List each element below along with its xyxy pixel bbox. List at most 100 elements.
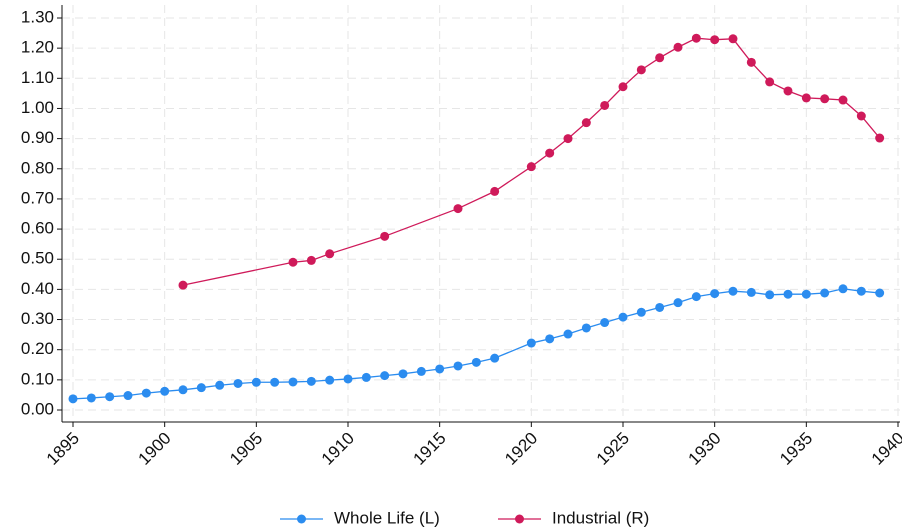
- data-point: [545, 148, 555, 158]
- data-point: [856, 111, 866, 121]
- data-point: [435, 364, 445, 374]
- data-point: [783, 86, 793, 96]
- data-point: [233, 378, 243, 388]
- data-point: [673, 42, 683, 52]
- y-tick-label: 0.90: [21, 128, 54, 147]
- data-point: [453, 361, 463, 371]
- data-point: [490, 186, 500, 196]
- y-tick-label: 0.60: [21, 219, 54, 238]
- y-tick-label: 1.30: [21, 7, 54, 26]
- data-point: [343, 374, 353, 384]
- legend-label: Whole Life (L): [334, 508, 440, 527]
- x-tick-label: 1915: [409, 429, 449, 469]
- series-line: [72, 288, 880, 400]
- data-point: [215, 380, 225, 390]
- data-point: [581, 118, 591, 128]
- data-point: [398, 369, 408, 379]
- data-point: [306, 255, 316, 265]
- data-point: [875, 133, 885, 143]
- x-tick-label: 1900: [134, 429, 174, 469]
- data-point: [141, 388, 151, 398]
- data-point: [728, 286, 738, 296]
- data-point: [636, 65, 646, 75]
- data-point: [251, 377, 261, 387]
- data-point: [178, 385, 188, 395]
- x-tick-label: 1935: [776, 429, 816, 469]
- x-tick-label: 1895: [43, 429, 83, 469]
- x-tick-label: 1905: [226, 429, 266, 469]
- x-tick-label: 1930: [684, 429, 724, 469]
- data-point: [563, 329, 573, 339]
- y-tick-label: 0.10: [21, 369, 54, 388]
- legend-marker: [515, 514, 524, 524]
- x-tick-label: 1925: [593, 429, 633, 469]
- data-point: [728, 34, 738, 44]
- data-point: [68, 394, 78, 404]
- y-tick-label: 0.40: [21, 279, 54, 298]
- y-tick-label: 0.80: [21, 158, 54, 177]
- y-tick-label: 0.50: [21, 249, 54, 268]
- data-point: [655, 53, 665, 63]
- x-tick-label: 1910: [318, 429, 358, 469]
- data-point: [765, 77, 775, 87]
- data-point: [325, 375, 335, 385]
- data-point: [655, 302, 665, 312]
- data-point: [196, 383, 206, 393]
- data-point: [618, 312, 628, 322]
- data-point: [710, 35, 720, 45]
- data-point: [746, 57, 756, 67]
- data-point: [380, 371, 390, 381]
- y-tick-label: 0.00: [21, 399, 54, 418]
- y-tick-label: 1.00: [21, 98, 54, 117]
- y-tick-label: 0.30: [21, 309, 54, 328]
- data-point: [600, 100, 610, 110]
- data-point: [526, 338, 536, 348]
- data-point: [838, 284, 848, 294]
- data-point: [526, 162, 536, 172]
- data-point: [801, 93, 811, 103]
- data-point: [416, 366, 426, 376]
- data-point: [160, 386, 170, 396]
- data-point: [856, 286, 866, 296]
- data-point: [636, 307, 646, 317]
- data-point: [618, 82, 628, 92]
- data-point: [875, 288, 885, 298]
- y-tick-label: 0.20: [21, 339, 54, 358]
- data-point: [673, 298, 683, 308]
- y-tick-label: 1.10: [21, 68, 54, 87]
- data-point: [453, 204, 463, 214]
- y-tick-label: 0.70: [21, 188, 54, 207]
- data-point: [306, 376, 316, 386]
- data-point: [123, 391, 133, 401]
- data-point: [838, 95, 848, 105]
- y-tick-label: 1.20: [21, 38, 54, 57]
- data-point: [691, 33, 701, 43]
- data-point: [710, 289, 720, 299]
- data-point: [581, 323, 591, 333]
- data-point: [820, 288, 830, 298]
- data-point: [380, 231, 390, 241]
- data-point: [471, 357, 481, 367]
- data-point: [178, 280, 188, 290]
- x-tick-label: 1940: [868, 429, 902, 469]
- data-point: [545, 334, 555, 344]
- data-point: [361, 372, 371, 382]
- data-point: [820, 94, 830, 104]
- data-point: [86, 393, 96, 403]
- data-point: [691, 292, 701, 302]
- data-point: [600, 318, 610, 328]
- data-point: [105, 392, 115, 402]
- data-point: [490, 353, 500, 363]
- legend-marker: [297, 514, 306, 524]
- data-point: [563, 134, 573, 144]
- data-point: [288, 257, 298, 267]
- data-point: [801, 289, 811, 299]
- data-point: [288, 377, 298, 387]
- x-tick-label: 1920: [501, 429, 541, 469]
- data-point: [783, 289, 793, 299]
- data-point: [765, 290, 775, 300]
- data-point: [325, 249, 335, 259]
- data-point: [746, 287, 756, 297]
- data-point: [270, 377, 280, 387]
